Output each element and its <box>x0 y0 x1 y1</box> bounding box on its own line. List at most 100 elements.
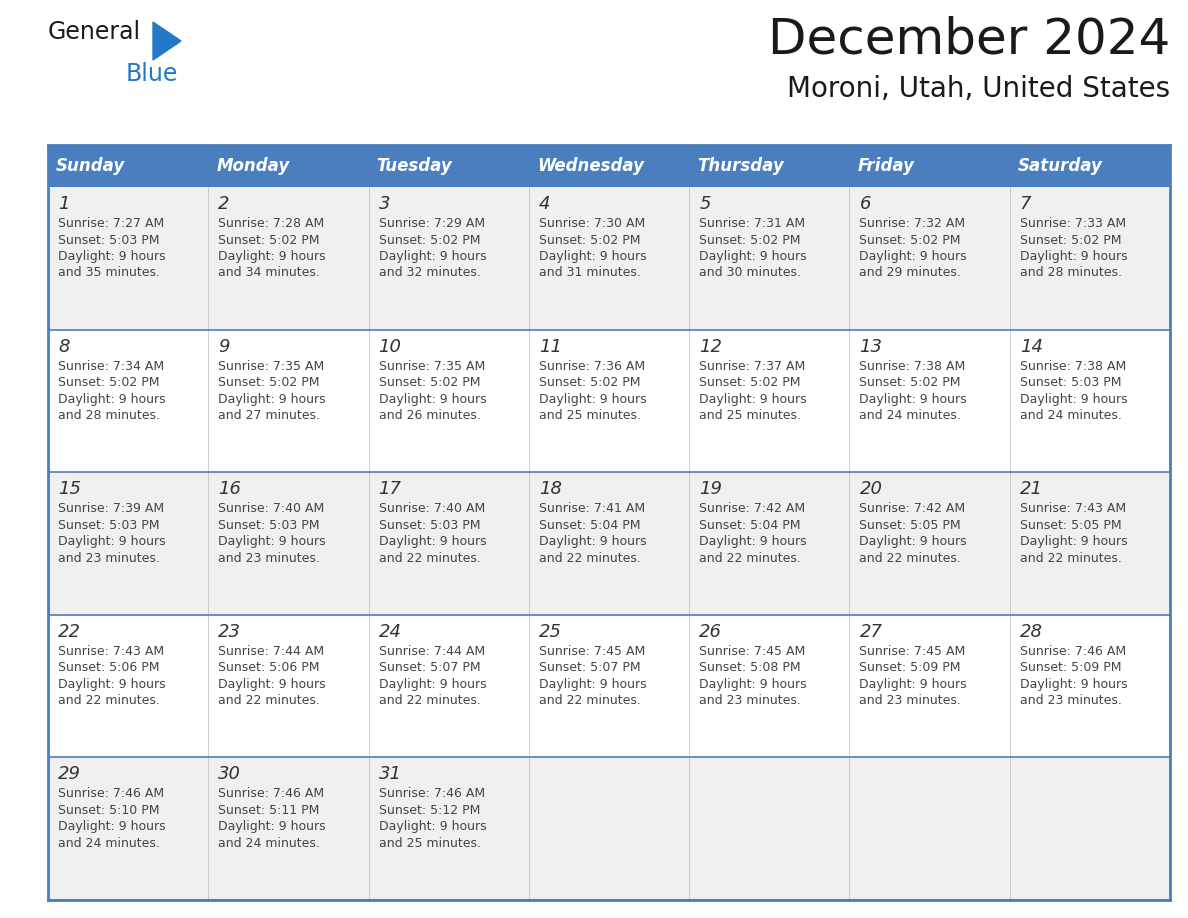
Text: 25: 25 <box>539 622 562 641</box>
Text: Blue: Blue <box>126 62 178 86</box>
Text: Monday: Monday <box>216 157 290 175</box>
Text: Sunrise: 7:38 AM: Sunrise: 7:38 AM <box>1019 360 1126 373</box>
Text: and 23 minutes.: and 23 minutes. <box>1019 694 1121 707</box>
Text: Daylight: 9 hours: Daylight: 9 hours <box>700 393 807 406</box>
Text: Daylight: 9 hours: Daylight: 9 hours <box>58 393 165 406</box>
Text: and 23 minutes.: and 23 minutes. <box>219 552 320 565</box>
Text: Friday: Friday <box>858 157 915 175</box>
Text: Sunset: 5:02 PM: Sunset: 5:02 PM <box>219 376 320 389</box>
Bar <box>529 757 689 900</box>
Text: Sunset: 5:04 PM: Sunset: 5:04 PM <box>700 519 801 532</box>
Text: Sunrise: 7:29 AM: Sunrise: 7:29 AM <box>379 217 485 230</box>
Text: Sunset: 5:02 PM: Sunset: 5:02 PM <box>539 233 640 247</box>
Text: Sunrise: 7:46 AM: Sunrise: 7:46 AM <box>219 788 324 800</box>
Bar <box>849 330 1010 472</box>
Text: Sunset: 5:03 PM: Sunset: 5:03 PM <box>219 519 320 532</box>
Text: and 22 minutes.: and 22 minutes. <box>379 552 480 565</box>
Text: Daylight: 9 hours: Daylight: 9 hours <box>859 535 967 548</box>
Polygon shape <box>153 22 181 60</box>
Bar <box>368 472 529 615</box>
Text: and 22 minutes.: and 22 minutes. <box>1019 552 1121 565</box>
Bar <box>48 145 1170 187</box>
Text: Sunset: 5:05 PM: Sunset: 5:05 PM <box>1019 519 1121 532</box>
Text: Sunset: 5:02 PM: Sunset: 5:02 PM <box>700 233 801 247</box>
Bar <box>208 330 368 472</box>
Text: 24: 24 <box>379 622 402 641</box>
Text: and 22 minutes.: and 22 minutes. <box>539 552 640 565</box>
Text: Sunrise: 7:40 AM: Sunrise: 7:40 AM <box>219 502 324 515</box>
Text: Sunset: 5:02 PM: Sunset: 5:02 PM <box>539 376 640 389</box>
Text: Daylight: 9 hours: Daylight: 9 hours <box>539 393 646 406</box>
Text: and 25 minutes.: and 25 minutes. <box>379 837 481 850</box>
Text: Sunset: 5:03 PM: Sunset: 5:03 PM <box>379 519 480 532</box>
Bar <box>529 187 689 330</box>
Text: Daylight: 9 hours: Daylight: 9 hours <box>379 250 486 263</box>
Text: Sunrise: 7:44 AM: Sunrise: 7:44 AM <box>219 644 324 658</box>
Bar <box>208 187 368 330</box>
Text: Daylight: 9 hours: Daylight: 9 hours <box>700 677 807 691</box>
Text: Sunset: 5:02 PM: Sunset: 5:02 PM <box>58 376 159 389</box>
Bar <box>689 757 849 900</box>
Text: and 22 minutes.: and 22 minutes. <box>539 694 640 707</box>
Text: and 22 minutes.: and 22 minutes. <box>700 552 801 565</box>
Text: 8: 8 <box>58 338 70 355</box>
Text: Daylight: 9 hours: Daylight: 9 hours <box>539 677 646 691</box>
Text: Daylight: 9 hours: Daylight: 9 hours <box>58 677 165 691</box>
Text: and 22 minutes.: and 22 minutes. <box>219 694 320 707</box>
Text: Thursday: Thursday <box>697 157 784 175</box>
Text: Daylight: 9 hours: Daylight: 9 hours <box>700 535 807 548</box>
Text: and 22 minutes.: and 22 minutes. <box>379 694 480 707</box>
Bar <box>368 615 529 757</box>
Text: 19: 19 <box>700 480 722 498</box>
Text: and 26 minutes.: and 26 minutes. <box>379 409 480 422</box>
Text: Daylight: 9 hours: Daylight: 9 hours <box>1019 535 1127 548</box>
Text: 28: 28 <box>1019 622 1043 641</box>
Text: Daylight: 9 hours: Daylight: 9 hours <box>379 821 486 834</box>
Bar <box>48 757 208 900</box>
Text: Sunset: 5:02 PM: Sunset: 5:02 PM <box>379 376 480 389</box>
Text: and 22 minutes.: and 22 minutes. <box>58 694 160 707</box>
Text: and 28 minutes.: and 28 minutes. <box>1019 266 1121 279</box>
Text: 31: 31 <box>379 766 402 783</box>
Text: 13: 13 <box>859 338 883 355</box>
Text: Sunrise: 7:30 AM: Sunrise: 7:30 AM <box>539 217 645 230</box>
Text: 26: 26 <box>700 622 722 641</box>
Bar <box>208 757 368 900</box>
Text: Sunrise: 7:42 AM: Sunrise: 7:42 AM <box>859 502 966 515</box>
Text: Saturday: Saturday <box>1018 157 1102 175</box>
Text: Sunrise: 7:45 AM: Sunrise: 7:45 AM <box>700 644 805 658</box>
Text: 17: 17 <box>379 480 402 498</box>
Text: Sunset: 5:07 PM: Sunset: 5:07 PM <box>379 661 480 675</box>
Text: Daylight: 9 hours: Daylight: 9 hours <box>859 677 967 691</box>
Text: Sunset: 5:03 PM: Sunset: 5:03 PM <box>58 519 159 532</box>
Text: 21: 21 <box>1019 480 1043 498</box>
Text: Sunrise: 7:27 AM: Sunrise: 7:27 AM <box>58 217 164 230</box>
Text: Tuesday: Tuesday <box>377 157 453 175</box>
Text: Daylight: 9 hours: Daylight: 9 hours <box>379 677 486 691</box>
Text: and 25 minutes.: and 25 minutes. <box>700 409 801 422</box>
Text: Sunrise: 7:39 AM: Sunrise: 7:39 AM <box>58 502 164 515</box>
Text: Daylight: 9 hours: Daylight: 9 hours <box>219 393 326 406</box>
Bar <box>689 187 849 330</box>
Text: and 32 minutes.: and 32 minutes. <box>379 266 480 279</box>
Text: Sunrise: 7:41 AM: Sunrise: 7:41 AM <box>539 502 645 515</box>
Bar <box>368 187 529 330</box>
Text: Daylight: 9 hours: Daylight: 9 hours <box>1019 677 1127 691</box>
Text: Daylight: 9 hours: Daylight: 9 hours <box>379 535 486 548</box>
Text: 16: 16 <box>219 480 241 498</box>
Text: 20: 20 <box>859 480 883 498</box>
Bar <box>368 757 529 900</box>
Text: and 27 minutes.: and 27 minutes. <box>219 409 321 422</box>
Bar <box>48 472 208 615</box>
Text: Sunrise: 7:35 AM: Sunrise: 7:35 AM <box>219 360 324 373</box>
Text: Daylight: 9 hours: Daylight: 9 hours <box>859 250 967 263</box>
Text: 11: 11 <box>539 338 562 355</box>
Text: 12: 12 <box>700 338 722 355</box>
Text: and 28 minutes.: and 28 minutes. <box>58 409 160 422</box>
Text: December 2024: December 2024 <box>767 15 1170 63</box>
Text: Sunrise: 7:32 AM: Sunrise: 7:32 AM <box>859 217 966 230</box>
Text: Sunrise: 7:31 AM: Sunrise: 7:31 AM <box>700 217 805 230</box>
Text: and 35 minutes.: and 35 minutes. <box>58 266 160 279</box>
Text: 14: 14 <box>1019 338 1043 355</box>
Bar <box>1010 615 1170 757</box>
